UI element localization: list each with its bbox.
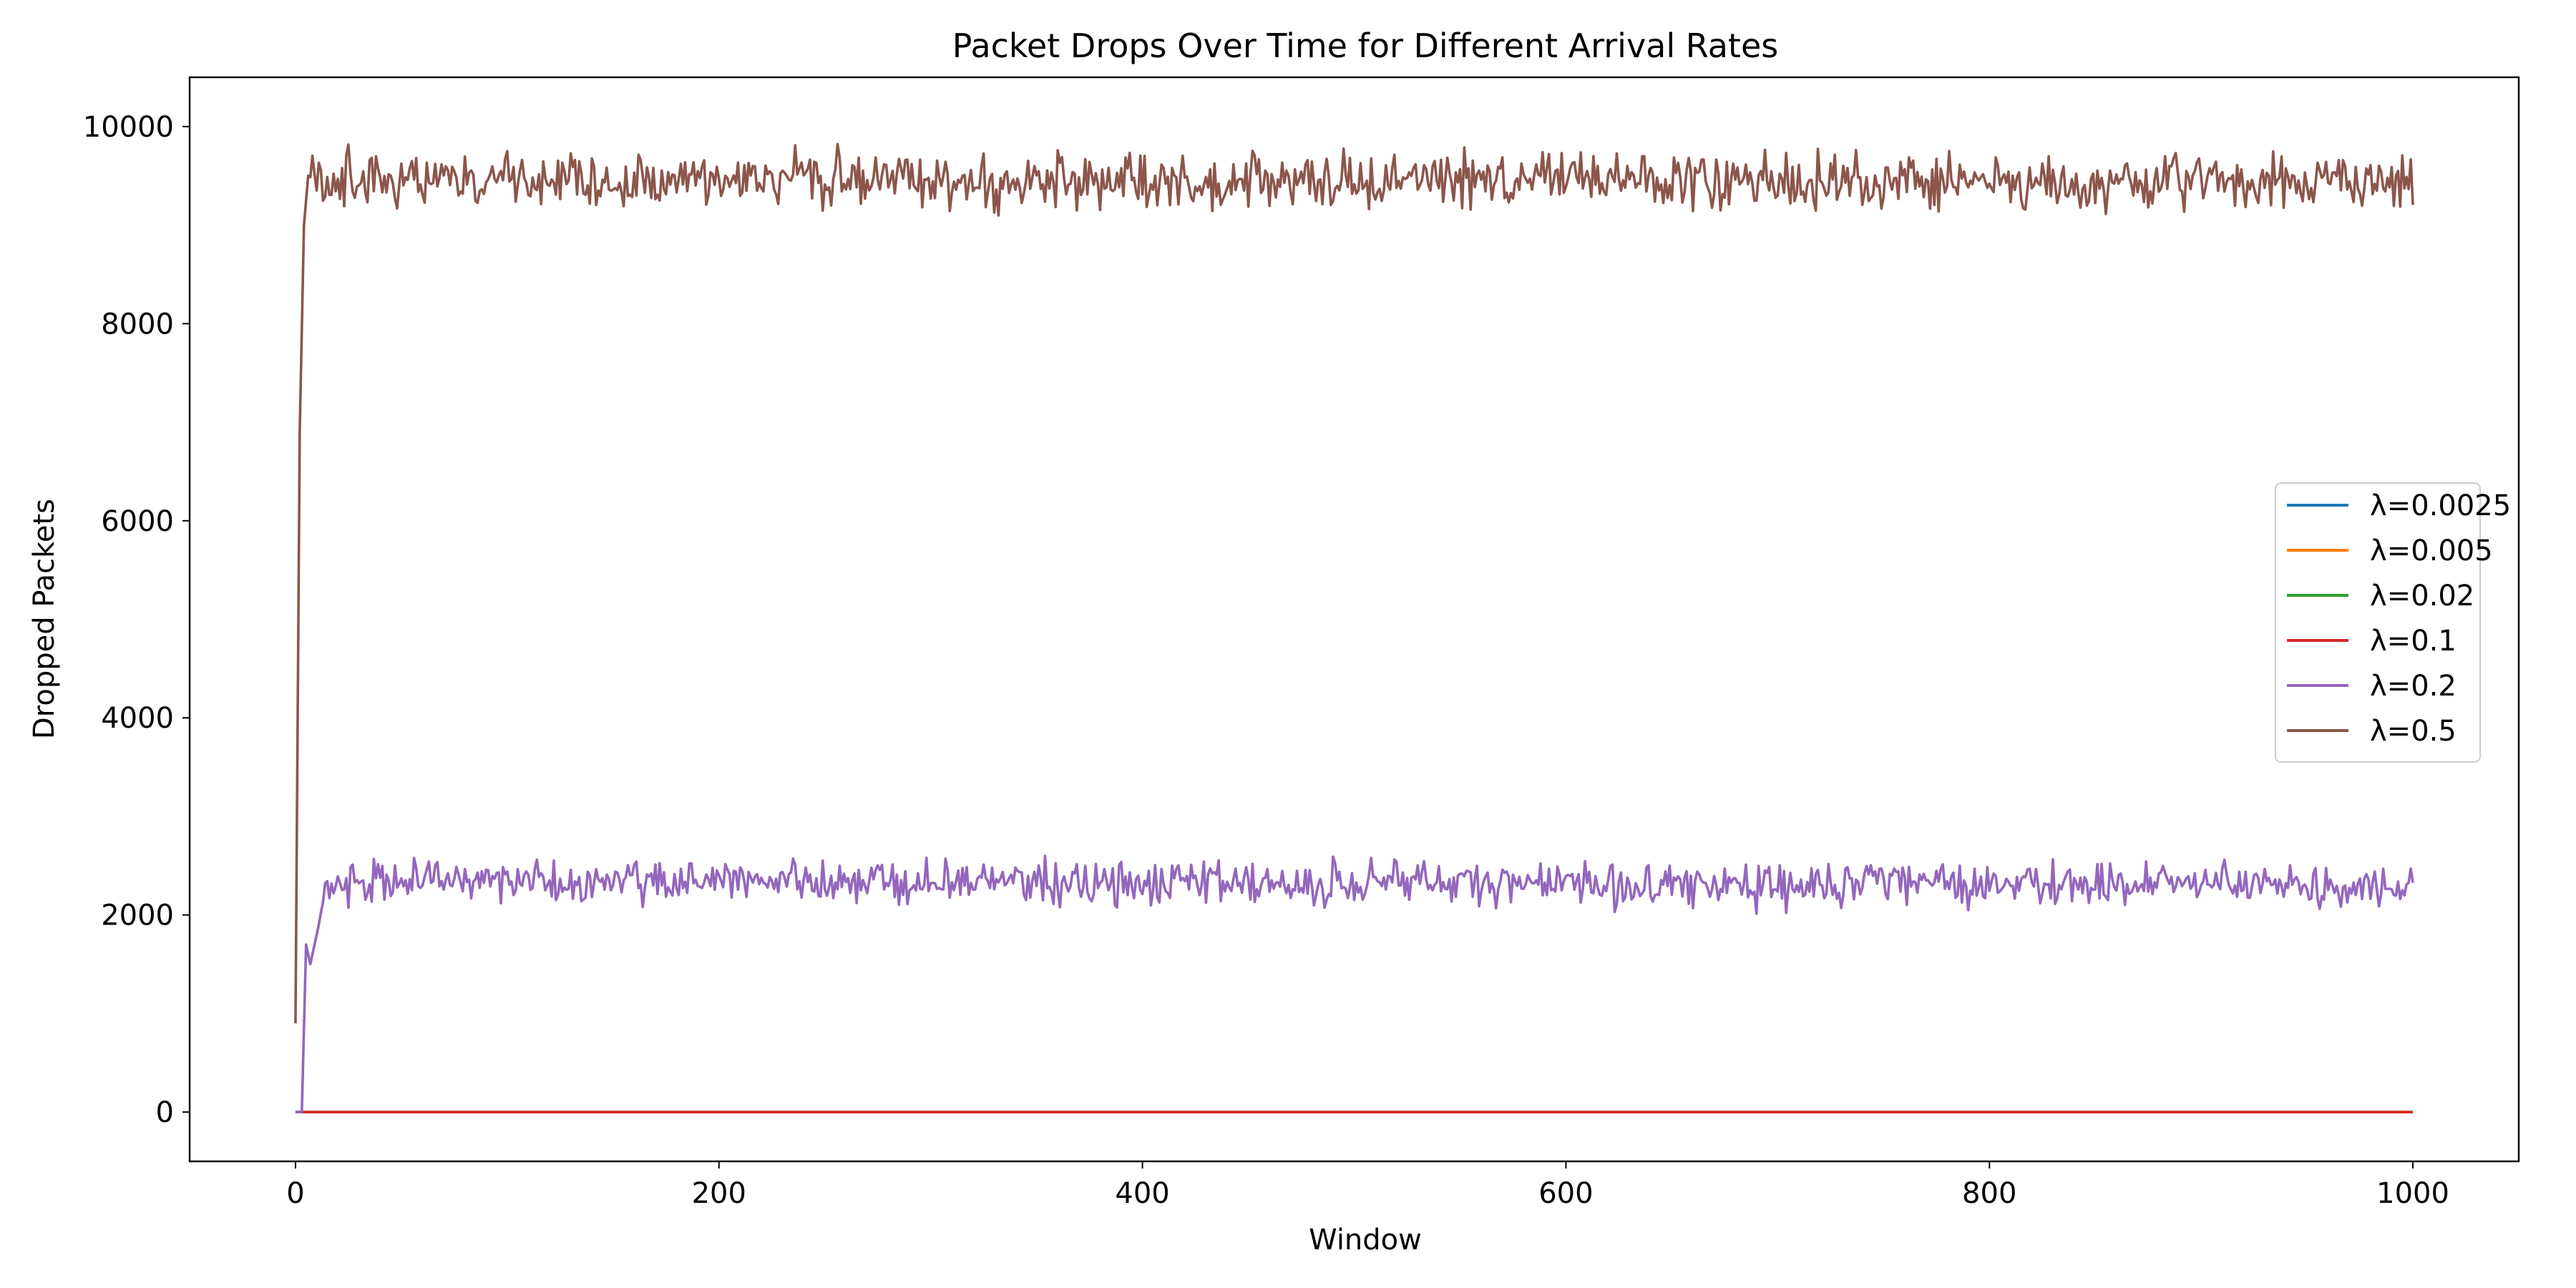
y-tick-label: 0 [156, 1096, 174, 1129]
x-axis-ticks: 0 200 400 600 800 1000 [286, 1161, 2449, 1210]
x-tick-label: 800 [1962, 1177, 2016, 1210]
legend-label: λ=0.0025 [2370, 489, 2511, 522]
y-tick-label: 6000 [101, 505, 174, 538]
chart-title: Packet Drops Over Time for Different Arr… [952, 26, 1778, 65]
x-axis-label: Window [1309, 1224, 1422, 1257]
x-tick-label: 1000 [2376, 1177, 2449, 1210]
y-tick-label: 8000 [101, 308, 174, 341]
x-tick-label: 0 [286, 1177, 304, 1210]
series-line-0-2 [295, 854, 2414, 1113]
x-tick-label: 200 [692, 1177, 746, 1210]
legend-label: λ=0.2 [2370, 670, 2457, 703]
y-axis-label: Dropped Packets [28, 499, 61, 739]
legend: λ=0.0025 λ=0.005 λ=0.02 λ=0.1 λ=0.2 λ=0.5 [2275, 482, 2511, 763]
plot-area [188, 76, 2520, 1163]
plot-frame [188, 76, 2520, 1163]
legend-label: λ=0.005 [2370, 535, 2493, 567]
legend-label: λ=0.5 [2370, 715, 2457, 748]
y-tick-label: 2000 [101, 899, 174, 932]
y-axis-ticks: 0 2000 4000 6000 8000 10000 [83, 111, 190, 1129]
legend-frame [2275, 482, 2481, 763]
legend-items: λ=0.0025 λ=0.005 λ=0.02 λ=0.1 λ=0.2 λ=0.5 [2287, 489, 2511, 748]
x-tick-label: 600 [1538, 1177, 1593, 1210]
y-tick-label: 4000 [101, 702, 174, 735]
x-tick-label: 400 [1115, 1177, 1169, 1210]
y-tick-label: 10000 [83, 111, 174, 144]
legend-label: λ=0.1 [2370, 625, 2457, 658]
legend-label: λ=0.02 [2370, 580, 2474, 613]
series-line-0-5 [294, 142, 2414, 1024]
series-layer [294, 142, 2414, 1113]
